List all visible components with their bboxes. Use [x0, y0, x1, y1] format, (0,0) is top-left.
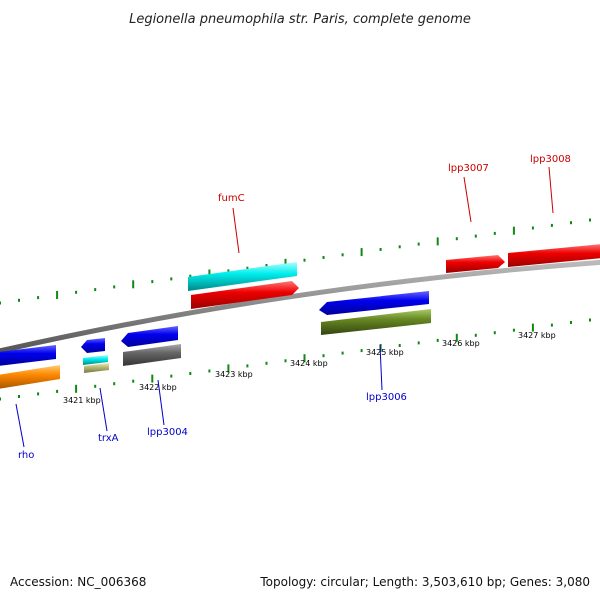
tick-label-3424: 3424 kbp — [290, 359, 328, 368]
category-bar-trxA-1 — [83, 355, 108, 365]
gene-trxA-leader — [99, 387, 108, 432]
gene-lpp3007-arrow[interactable] — [446, 255, 505, 273]
gene-lpp3007-leader — [463, 176, 472, 223]
genome-backbone — [0, 259, 600, 354]
gene-label-rho: rho — [18, 450, 34, 461]
gene-label-lpp3007: lpp3007 — [448, 163, 489, 174]
category-bar-rho — [0, 365, 60, 389]
category-bar-trxA-2 — [84, 363, 109, 373]
accession-label: Accession: NC_006368 — [10, 575, 146, 589]
gene-lpp3008-arrow[interactable] — [508, 244, 600, 267]
tick-label-3422: 3422 kbp — [139, 383, 177, 392]
gene-lpp3004-arrow[interactable] — [121, 326, 178, 347]
gene-lpp3006-arrow[interactable] — [319, 291, 429, 315]
gene-label-lpp3004: lpp3004 — [147, 427, 188, 438]
map-title: Legionella pneumophila str. Paris, compl… — [129, 12, 471, 27]
gene-label-trxA: trxA — [98, 433, 119, 444]
gene-rho-leader — [15, 403, 25, 448]
tick-label-3421: 3421 kbp — [63, 396, 101, 405]
category-bar-lpp3006 — [321, 309, 431, 335]
tick-label-3423: 3423 kbp — [215, 370, 253, 379]
gene-label-lpp3008: lpp3008 — [530, 154, 571, 165]
tick-label-3425: 3425 kbp — [366, 348, 404, 357]
gene-fumC-arrow[interactable] — [191, 281, 299, 309]
gene-lpp3006-leader — [379, 344, 383, 391]
gene-fumC-leader — [232, 207, 240, 254]
gene-lpp3008-leader — [548, 166, 554, 214]
gene-rho-arrow[interactable] — [0, 345, 56, 366]
gene-trxA-arrow[interactable] — [81, 338, 105, 353]
genome-summary: Topology: circular; Length: 3,503,610 bp… — [259, 575, 590, 589]
category-bar-lpp3004 — [123, 344, 181, 366]
tick-label-3426: 3426 kbp — [442, 339, 480, 348]
tick-label-3427: 3427 kbp — [518, 331, 556, 340]
gene-label-lpp3006: lpp3006 — [366, 392, 407, 403]
category-bar-fumC — [188, 262, 297, 291]
gene-label-fumC: fumC — [218, 193, 245, 204]
gene-lpp3004-leader — [157, 379, 165, 426]
